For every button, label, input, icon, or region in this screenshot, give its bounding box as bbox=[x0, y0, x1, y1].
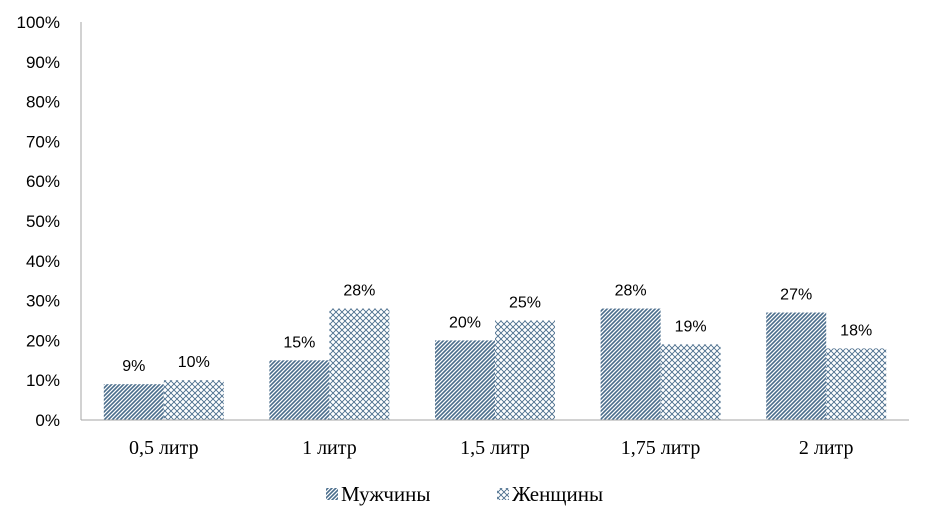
legend: Мужчины Женщины bbox=[326, 482, 603, 506]
y-tick-label: 20% bbox=[26, 331, 60, 350]
y-tick-label: 40% bbox=[26, 252, 60, 271]
bar-men bbox=[600, 308, 661, 420]
y-tick-label: 100% bbox=[17, 13, 60, 32]
bar-women bbox=[163, 380, 224, 420]
x-tick-label: 1,5 литр bbox=[460, 437, 530, 459]
bar-women bbox=[660, 344, 721, 420]
x-tick-label: 0,5 литр bbox=[129, 437, 199, 459]
legend-swatch-men bbox=[326, 488, 338, 500]
y-tick-label: 30% bbox=[26, 292, 60, 311]
y-tick-label: 80% bbox=[26, 93, 60, 112]
data-label: 15% bbox=[283, 334, 315, 351]
data-label: 28% bbox=[343, 283, 375, 300]
bar-women bbox=[826, 348, 887, 420]
y-tick-label: 10% bbox=[26, 371, 60, 390]
y-tick-label: 70% bbox=[26, 132, 60, 151]
x-tick-label: 1,75 литр bbox=[621, 437, 701, 459]
legend-swatch-women bbox=[497, 488, 509, 500]
y-tick-label: 60% bbox=[26, 172, 60, 191]
bar-women bbox=[495, 320, 555, 420]
y-tick-label: 0% bbox=[35, 411, 60, 430]
bar-women bbox=[329, 308, 390, 420]
x-axis-ticks: 0,5 литр 1 литр 1,5 литр 1,75 литр 2 литр bbox=[129, 437, 854, 459]
x-tick-label: 1 литр bbox=[302, 437, 357, 459]
data-labels: 9% 10% 15% 28% 20% 25% 28% 19% 27% 18% bbox=[122, 283, 872, 376]
y-tick-label: 50% bbox=[26, 212, 60, 231]
data-label: 18% bbox=[840, 322, 872, 339]
legend-label-men: Мужчины bbox=[341, 482, 431, 506]
bar-men bbox=[269, 360, 330, 420]
bar-men bbox=[103, 384, 164, 420]
bars bbox=[103, 308, 887, 420]
data-label: 9% bbox=[122, 358, 145, 375]
bar-men bbox=[766, 312, 827, 420]
x-tick-label: 2 литр bbox=[799, 437, 854, 459]
data-label: 25% bbox=[509, 295, 541, 312]
y-tick-label: 90% bbox=[26, 53, 60, 72]
data-label: 28% bbox=[615, 283, 647, 300]
data-label: 27% bbox=[780, 287, 812, 304]
y-axis-ticks: 0% 10% 20% 30% 40% 50% 60% 70% 80% 90% 100% bbox=[17, 13, 60, 430]
bar-men bbox=[435, 340, 495, 420]
legend-label-women: Женщины bbox=[512, 482, 603, 506]
data-label: 20% bbox=[449, 314, 481, 331]
data-label: 19% bbox=[675, 318, 707, 335]
data-label: 10% bbox=[178, 354, 210, 371]
